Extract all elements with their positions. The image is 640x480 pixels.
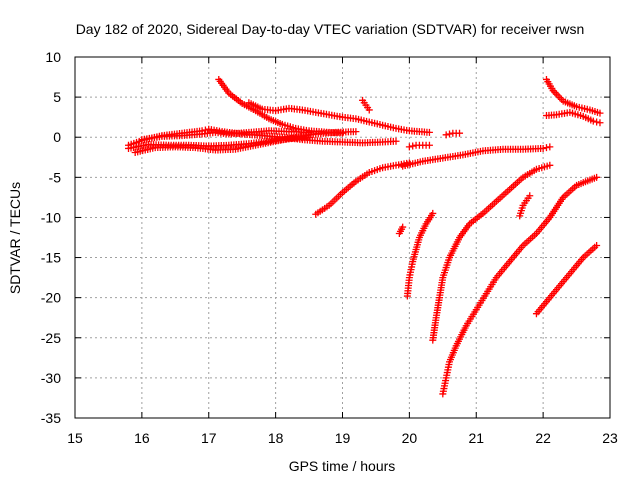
data-point-s8 <box>446 130 453 138</box>
data-point-s5 <box>425 128 433 136</box>
data-point-s17 <box>556 94 564 102</box>
data-point-s18 <box>593 118 601 126</box>
y-tick-label: -10 <box>41 209 61 225</box>
data-point-s0 <box>392 137 400 145</box>
data-point-s12 <box>429 209 437 217</box>
data-point-s9 <box>542 144 550 152</box>
data-point-s9 <box>539 144 547 152</box>
data-point-s7 <box>409 142 417 150</box>
y-tick-labels: -35 -30 -25 -20 -15 -10 -5 0 5 10 <box>41 49 61 426</box>
y-tick-label: -15 <box>41 250 61 266</box>
data-point-s9 <box>546 143 554 151</box>
y-tick-label: 0 <box>53 129 61 145</box>
data-point-s11 <box>399 223 407 231</box>
y-tick-label: -5 <box>49 169 62 185</box>
data-point-s17 <box>554 92 562 100</box>
x-axis-label: GPS time / hours <box>289 458 396 474</box>
data-points <box>125 75 604 398</box>
x-tick-label: 19 <box>335 430 351 446</box>
y-axis-label: SDTVAR / TECUs <box>7 182 23 294</box>
y-tick-label: -30 <box>41 370 61 386</box>
x-tick-label: 20 <box>402 430 418 446</box>
data-point-s18 <box>596 119 604 127</box>
y-tick-label: -35 <box>41 410 61 426</box>
data-point-s7 <box>405 143 413 151</box>
y-tick-label: -20 <box>41 290 61 306</box>
data-point-s6 <box>365 106 373 114</box>
y-tick-label: 5 <box>53 89 61 105</box>
x-tick-labels: 15 16 17 18 19 20 21 22 23 <box>67 430 618 446</box>
data-point-s17 <box>553 90 560 98</box>
x-tick-label: 18 <box>268 430 284 446</box>
data-point-s15 <box>526 192 534 200</box>
data-point-s4 <box>339 129 346 137</box>
x-tick-label: 17 <box>201 430 217 446</box>
x-tick-label: 21 <box>468 430 484 446</box>
data-point-s2 <box>352 128 360 136</box>
data-point-s14 <box>593 173 601 181</box>
x-tick-label: 22 <box>535 430 551 446</box>
data-point-s16 <box>593 242 601 250</box>
data-point-s10 <box>405 159 413 167</box>
data-point-s17 <box>596 109 604 117</box>
data-point-s8 <box>442 131 450 139</box>
y-tick-label: 10 <box>45 49 61 65</box>
x-tick-label: 16 <box>134 430 150 446</box>
y-tick-label: -25 <box>41 330 61 346</box>
chart-title: Day 182 of 2020, Sidereal Day-to-day VTE… <box>76 21 585 37</box>
data-point-s18 <box>589 117 597 125</box>
data-point-s7 <box>425 141 433 149</box>
data-point-s13 <box>546 161 554 169</box>
tick-marks <box>74 56 611 419</box>
data-point-s8 <box>456 129 464 137</box>
x-tick-label: 15 <box>67 430 83 446</box>
x-tick-label: 23 <box>602 430 618 446</box>
